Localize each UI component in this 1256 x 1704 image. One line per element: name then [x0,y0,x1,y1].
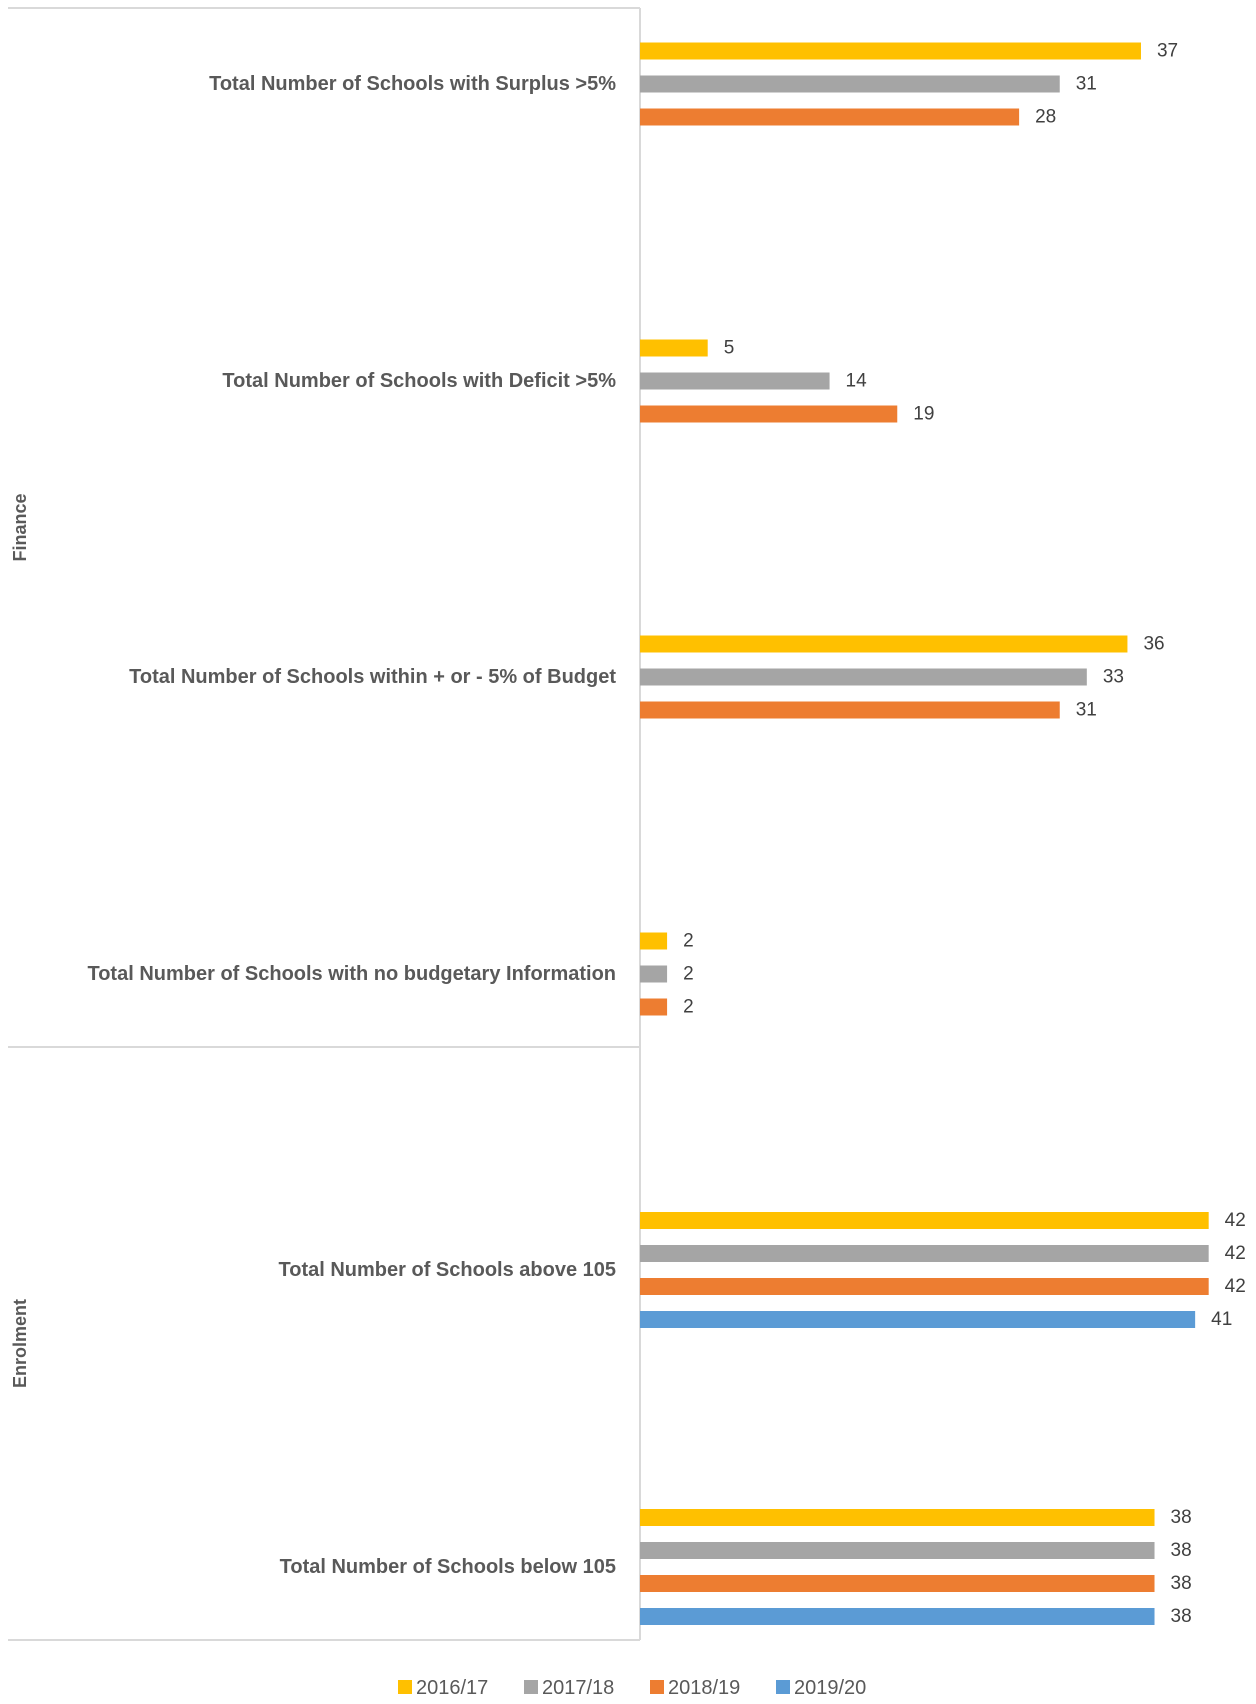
data-label: 41 [1211,1309,1232,1330]
legend-swatch-2017-18 [524,1680,538,1694]
bar-2017-18 [640,1542,1155,1559]
legend-label: 2017/18 [542,1677,614,1699]
bar-2018-19 [640,1575,1155,1592]
category-label: Total Number of Schools above 105 [279,1259,616,1281]
data-label: 31 [1076,700,1097,721]
data-label: 19 [913,404,934,425]
legend-swatch-2016-17 [398,1680,412,1694]
data-label: 38 [1171,1507,1192,1528]
legend-swatch-2018-19 [650,1680,664,1694]
bar-2019-20 [640,1311,1196,1328]
bar-2016-17 [640,932,668,950]
bars [640,42,1209,1625]
data-label: 42 [1225,1210,1246,1231]
category-label: Total Number of Schools with Deficit >5% [222,370,616,392]
data-label: 2 [683,964,694,985]
bar-2016-17 [640,1509,1155,1526]
bar-2017-18 [640,75,1060,93]
data-label: 2 [683,997,694,1018]
data-label: 2 [683,931,694,952]
category-label: Total Number of Schools below 105 [280,1556,616,1578]
bar-2016-17 [640,42,1141,60]
group-label-enrolment: Enrolment [10,1299,30,1388]
bar-2018-19 [640,108,1020,126]
bar-2016-17 [640,1212,1209,1229]
axis-frame [8,7,641,1641]
bar-2016-17 [640,635,1128,653]
bar-2017-18 [640,1245,1209,1262]
category-label: Total Number of Schools with no budgetar… [87,963,616,985]
data-label: 28 [1035,107,1056,128]
data-label: 36 [1143,634,1164,655]
data-label: 33 [1103,667,1124,688]
bar-2017-18 [640,372,830,390]
legend-label: 2018/19 [668,1677,740,1699]
category-labels: Total Number of Schools with Surplus >5%… [87,73,616,1578]
legend-label: 2019/20 [794,1677,866,1699]
data-label: 31 [1076,74,1097,95]
data-label: 38 [1171,1540,1192,1561]
group-labels: Finance Enrolment [10,493,30,1388]
data-label: 37 [1157,41,1178,62]
bar-2018-19 [640,1278,1209,1295]
legend-swatch-2019-20 [776,1680,790,1694]
bar-2019-20 [640,1608,1155,1625]
data-label: 42 [1225,1276,1246,1297]
category-label: Total Number of Schools within + or - 5%… [129,666,616,688]
legend: 2016/17 2017/18 2018/19 2019/20 [398,1677,866,1699]
data-label: 38 [1171,1573,1192,1594]
bar-2017-18 [640,965,668,983]
data-label: 42 [1225,1243,1246,1264]
bar-2017-18 [640,668,1087,686]
bar-2018-19 [640,998,668,1016]
bar-2018-19 [640,405,898,423]
bar-2018-19 [640,701,1060,719]
data-label: 38 [1171,1606,1192,1627]
data-label: 5 [724,338,735,359]
group-label-finance: Finance [10,493,30,561]
data-label: 14 [846,371,868,392]
legend-label: 2016/17 [416,1677,488,1699]
bar-2016-17 [640,339,708,357]
category-label: Total Number of Schools with Surplus >5% [209,73,616,95]
